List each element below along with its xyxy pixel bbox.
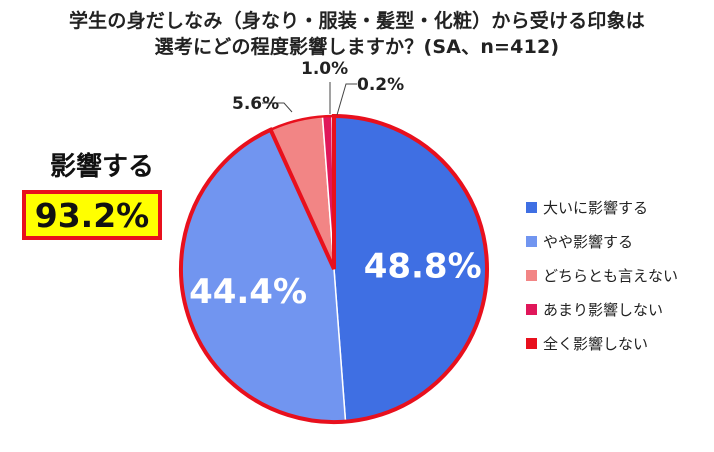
data-label: 48.8% [364,247,482,287]
legend-label: やや影響する [543,232,634,251]
chart-title-line-1: 学生の身だしなみ（身なり・服装・髪型・化粧）から受ける印象は [68,10,645,32]
chart-title-line-2: 選考にどの程度影響しますか？(SA、n=412) [154,36,560,58]
legend-item: 全く影響しない [526,326,678,360]
legend-item: あまり影響しない [526,292,678,326]
callout-value-box: 93.2% [22,190,162,240]
highlight-outline-other [268,114,336,270]
legend-label: 大いに影響する [543,198,649,217]
callout-label: 影響する [50,152,155,182]
legend-swatch [526,235,537,247]
callout-value: 93.2% [34,195,150,235]
legend-swatch [526,337,537,349]
legend-label: 全く影響しない [543,334,649,353]
legend-label: あまり影響しない [543,300,664,319]
legend-item: 大いに影響する [526,190,678,224]
data-label: 0.2% [357,75,404,95]
leader-line [262,102,293,113]
leader-line [336,83,357,116]
legend-swatch [526,269,537,281]
legend-swatch [526,201,537,213]
data-label: 5.6% [232,94,279,114]
highlight-outline-affects [179,113,489,424]
data-label: 44.4% [189,272,307,312]
legend: 大いに影響する やや影響するどちらとも言えない あまり影響しない 全く影響しない [526,190,678,360]
legend-label: どちらとも言えない [543,266,679,285]
data-label: 1.0% [301,59,348,79]
legend-swatch [526,303,537,315]
legend-item: やや影響する [526,224,678,258]
legend-item: どちらとも言えない [526,258,678,292]
